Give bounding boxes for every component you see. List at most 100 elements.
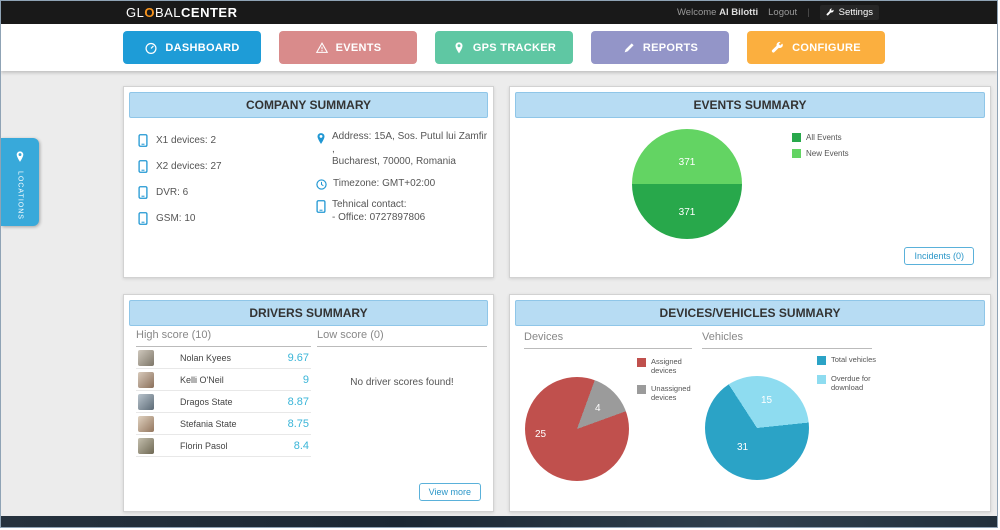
legend-swatch [817,375,826,384]
map-pin-icon [452,41,466,55]
device-count-label: X2 devices: 27 [156,160,222,172]
wrench-icon [826,8,835,17]
locations-tab-label: LOCATIONS [16,171,24,220]
wrench-icon [771,41,785,55]
address-line1: Address: 15A, Sos. Putul lui Zamfir , [332,131,488,155]
topbar-right: Welcome Al Bilotti Logout | Settings [677,5,879,20]
location-pin-icon [14,150,26,164]
driver-name: Dragos State [180,396,233,407]
device-count-label: X1 devices: 2 [156,134,217,146]
main-nav: DASHBOARD EVENTS GPS TRACKER REPORTS CON… [1,24,997,71]
driver-avatar [138,349,154,366]
devices-header: Devices [524,331,692,349]
driver-score: 8.87 [287,395,309,408]
driver-avatar [138,415,154,432]
low-score-header: Low score (0) [317,329,487,347]
device-count-label: DVR: 6 [156,186,189,198]
nav-dashboard-label: DASHBOARD [165,41,240,54]
vehicles-pie-chart[interactable]: 15 31 [705,376,809,480]
legend-label: New Events [806,149,849,159]
brand-part1: GL [126,5,145,20]
driver-name: Kelli O'Neil [180,374,224,385]
legend-item: New Events [792,149,849,159]
nav-configure-button[interactable]: CONFIGURE [747,31,885,64]
events-summary-panel: EVENTS SUMMARY 371 371 All Events New Ev… [509,86,991,278]
device-count-item: DVR: 6 [138,179,222,205]
username: Al Bilotti [719,7,759,18]
driver-avatar [138,393,154,410]
incidents-button[interactable]: Incidents (0) [904,247,974,265]
legend-item: Unassigned devices [637,384,701,402]
devices-vehicles-summary-panel: DEVICES/VEHICLES SUMMARY Devices Vehicle… [509,294,991,512]
timezone-text: Timezone: GMT+02:00 [333,177,436,189]
device-icon [138,133,148,147]
driver-avatar [138,371,154,388]
legend-label: Overdue for download [831,374,871,392]
content-area: LOCATIONS COMPANY SUMMARY X1 devices: 2 … [1,71,997,516]
pie-slice-value: 371 [678,207,696,218]
nav-gps-tracker-label: GPS TRACKER [472,41,557,54]
devices-vehicles-title: DEVICES/VEHICLES SUMMARY [515,300,985,326]
driver-score: 8.75 [287,417,309,430]
legend-swatch [817,356,826,365]
brand-part2: BAL [154,5,182,20]
devices-legend: Assigned devices Unassigned devices [637,357,701,413]
settings-link[interactable]: Settings [819,5,879,20]
driver-row[interactable]: Dragos State 8.87 [136,391,311,413]
legend-label: Unassigned devices [651,384,691,402]
logout-link[interactable]: Logout [768,7,798,18]
nav-configure-label: CONFIGURE [792,41,861,54]
drivers-summary-panel: DRIVERS SUMMARY High score (10) Nolan Ky… [123,294,494,512]
view-more-button[interactable]: View more [418,483,481,501]
legend-label: Total vehicles [831,355,877,364]
no-scores-message: No driver scores found! [350,377,454,388]
nav-gps-tracker-button[interactable]: GPS TRACKER [435,31,573,64]
timezone-block: Timezone: GMT+02:00 [316,178,488,191]
device-count-item: X2 devices: 27 [138,153,222,179]
dashboard-icon [144,41,158,55]
settings-label: Settings [838,7,873,18]
vehicles-legend: Total vehicles Overdue for download [817,355,885,402]
contact-title: Tehnical contact: [332,199,407,210]
device-icon [138,211,148,225]
driver-row[interactable]: Nolan Kyees 9.67 [136,347,311,369]
warning-icon [315,41,329,55]
high-score-header: High score (10) [136,329,311,347]
devices-pie-chart[interactable]: 25 4 [525,377,629,481]
nav-reports-label: REPORTS [642,41,699,54]
legend-swatch [792,133,801,142]
contact-office: - Office: 0727897806 [332,211,426,223]
pencil-icon [622,41,636,55]
legend-swatch [637,358,646,367]
pie-slice-value: 15 [761,395,773,406]
pie-slice-value: 25 [535,429,547,440]
device-count-item: GSM: 10 [138,205,222,231]
driver-score: 9 [302,373,309,386]
nav-dashboard-button[interactable]: DASHBOARD [123,31,261,64]
pie-slice-value: 4 [595,403,601,414]
events-pie-chart[interactable]: 371 371 [632,129,742,239]
driver-row[interactable]: Florin Pasol 8.4 [136,435,311,457]
legend-item: Total vehicles [817,355,885,365]
map-pin-icon [316,132,326,145]
driver-score: 8.4 [293,439,309,452]
pie-slice-value: 371 [678,157,696,168]
drivers-summary-title: DRIVERS SUMMARY [129,300,488,326]
driver-name: Florin Pasol [180,440,228,451]
pie-slice-value: 31 [737,442,749,453]
nav-events-button[interactable]: EVENTS [279,31,417,64]
device-icon [138,185,148,199]
driver-row[interactable]: Kelli O'Neil 9 [136,369,311,391]
events-summary-title: EVENTS SUMMARY [515,92,985,118]
driver-row[interactable]: Stefania State 8.75 [136,413,311,435]
topbar-divider: | [807,7,810,18]
brand-logo[interactable]: GLOBALCENTER [126,5,238,20]
nav-events-label: EVENTS [335,41,382,54]
legend-label: Assigned devices [651,357,682,375]
legend-item: All Events [792,133,849,142]
company-device-list: X1 devices: 2 X2 devices: 27 DVR: 6 GSM:… [138,127,222,231]
nav-reports-button[interactable]: REPORTS [591,31,729,64]
locations-side-tab[interactable]: LOCATIONS [1,138,39,226]
driver-name: Nolan Kyees [180,352,232,363]
